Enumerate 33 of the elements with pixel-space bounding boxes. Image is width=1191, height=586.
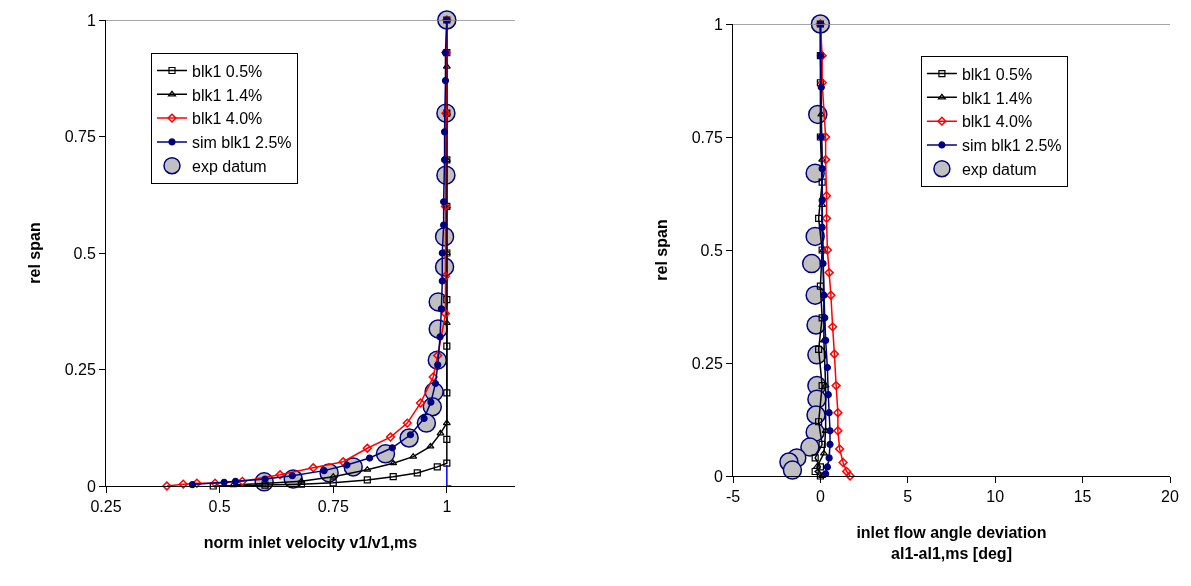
x-tick-label: 5 xyxy=(903,488,913,506)
y-tick-label: 0.25 xyxy=(64,361,96,379)
y-tick-label: 0.75 xyxy=(64,128,96,146)
x-axis-title: norm inlet velocity v1/v1,ms xyxy=(203,533,418,551)
legend-label: blk1 4.0% xyxy=(191,110,263,128)
y-axis-title: rel span xyxy=(25,222,43,284)
legend-label: blk1 4.0% xyxy=(961,113,1033,131)
x-tick-label: 0.75 xyxy=(317,498,349,516)
legend-label: blk1 1.4% xyxy=(961,89,1033,107)
legend-label: exp datum xyxy=(961,160,1037,178)
legend-label: sim blk1 2.5% xyxy=(191,134,292,152)
legend-label: blk1 0.5% xyxy=(961,65,1033,83)
y-tick-label: 1 xyxy=(86,11,96,29)
x-tick-label: 0.5 xyxy=(208,498,231,516)
x-tick-label: -5 xyxy=(725,488,741,506)
y-tick-label: 0.5 xyxy=(700,241,723,259)
legend-label: blk1 1.4% xyxy=(191,86,263,104)
y-tick-label: 0 xyxy=(86,477,96,495)
y-tick-label: 0 xyxy=(713,467,723,485)
x-tick-label: 10 xyxy=(986,488,1005,506)
legend-label: sim blk1 2.5% xyxy=(961,137,1062,155)
x-tick-label: 1 xyxy=(442,498,452,516)
y-tick-label: 1 xyxy=(713,15,723,33)
x-axis-title: inlet flow angle deviation al1-al1,ms [deg] xyxy=(856,523,1047,562)
y-tick-label: 0.75 xyxy=(691,128,723,146)
y-axis-title: rel span xyxy=(652,219,670,281)
x-tick-label: 20 xyxy=(1161,488,1179,506)
legend-label: blk1 0.5% xyxy=(191,62,263,80)
y-tick-label: 0.25 xyxy=(691,354,723,372)
legend-label: exp datum xyxy=(191,157,267,175)
y-tick-label: 0.5 xyxy=(73,244,96,262)
x-tick-label: 15 xyxy=(1073,488,1092,506)
x-tick-label: 0 xyxy=(815,488,825,506)
